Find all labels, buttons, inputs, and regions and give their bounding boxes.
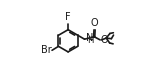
Text: N: N bbox=[87, 33, 94, 43]
Text: F: F bbox=[65, 12, 71, 22]
Text: O: O bbox=[91, 18, 98, 28]
Text: Br: Br bbox=[41, 45, 51, 55]
Text: O: O bbox=[101, 35, 109, 45]
Text: H: H bbox=[87, 36, 93, 45]
